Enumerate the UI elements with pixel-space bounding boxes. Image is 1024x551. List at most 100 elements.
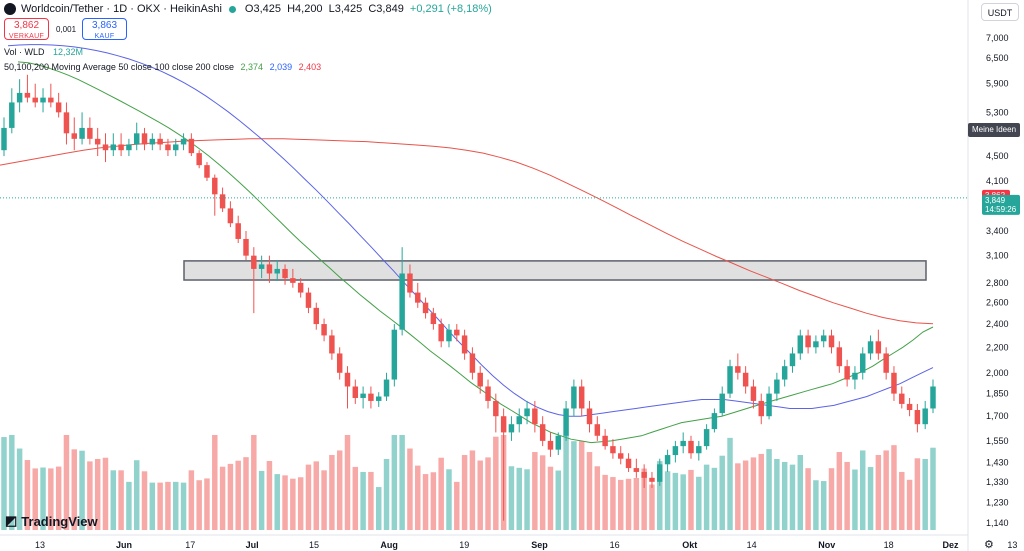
volume-bar xyxy=(126,481,132,530)
tradingview-logo[interactable]: ◩ TradingView xyxy=(5,513,98,529)
candle-body xyxy=(266,264,273,274)
candle-body xyxy=(446,329,452,342)
volume-bar xyxy=(438,457,444,530)
candle-body xyxy=(290,278,296,283)
my-ideas-button[interactable]: Meine Ideen xyxy=(968,123,1020,137)
candle-body xyxy=(344,372,351,387)
candle-body xyxy=(649,477,655,482)
x-tick-label: Aug xyxy=(380,540,398,550)
volume-bar xyxy=(922,458,928,530)
volume-bar xyxy=(828,468,835,530)
volume-bar xyxy=(532,452,538,530)
volume-bar xyxy=(696,476,702,530)
candle-body xyxy=(930,386,936,409)
candle-body xyxy=(235,223,241,239)
volume-bar xyxy=(680,474,686,530)
y-tick-label: 1,330 xyxy=(986,477,1009,487)
candle-body xyxy=(297,282,304,293)
candle-body xyxy=(867,341,874,354)
volume-bar xyxy=(165,481,171,530)
candle-body xyxy=(766,393,772,417)
candle-body xyxy=(539,424,546,441)
volume-bar xyxy=(336,450,343,530)
buy-button[interactable]: 3,863 KAUF xyxy=(82,18,127,40)
y-tick-label: 1,140 xyxy=(986,518,1009,528)
candle-body xyxy=(126,144,132,151)
sell-button[interactable]: 3,862 VERKAUF xyxy=(4,18,49,40)
volume-bar xyxy=(547,466,554,530)
volume-bar xyxy=(133,460,140,530)
volume-bar xyxy=(727,437,733,530)
candle-body xyxy=(48,97,54,103)
sell-label: VERKAUF xyxy=(8,33,45,40)
volume-bar xyxy=(71,449,77,530)
candle-body xyxy=(204,165,210,178)
volume-bar xyxy=(219,466,226,530)
candle-body xyxy=(836,347,843,367)
settings-icon[interactable]: ⚙ xyxy=(984,539,994,551)
candle-body xyxy=(672,446,679,456)
volume-bar xyxy=(415,465,421,530)
volume-indicator-legend[interactable]: Vol · WLD 12,32M xyxy=(4,47,83,57)
volume-bar xyxy=(578,441,585,530)
volume-bar xyxy=(735,463,741,530)
volume-bar xyxy=(836,452,843,530)
candle-body xyxy=(547,440,554,450)
volume-bar xyxy=(617,479,624,530)
volume-bar xyxy=(758,453,764,530)
ma-indicator-legend[interactable]: 50,100,200 Moving Average 50 close 100 c… xyxy=(4,62,321,72)
candle-body xyxy=(711,413,718,430)
candle-body xyxy=(680,440,686,447)
x-tick-label: Jul xyxy=(246,540,259,550)
y-tick-label: 2,800 xyxy=(986,278,1009,288)
candle-body xyxy=(500,416,507,433)
y-tick-label: 2,400 xyxy=(986,319,1009,329)
volume-bar xyxy=(930,447,936,530)
market-open-dot-icon xyxy=(228,5,236,13)
x-tick-label: Dez xyxy=(943,540,960,550)
volume-bar xyxy=(63,435,70,530)
volume-bar xyxy=(813,480,819,530)
volume-bar xyxy=(313,461,320,530)
volume-bar xyxy=(672,472,679,530)
volume-bar xyxy=(399,435,405,530)
candle-body xyxy=(524,408,530,417)
volume-bar xyxy=(227,463,234,530)
symbol-header[interactable]: Worldcoin/Tether · 1D · OKX · HeikinAshi… xyxy=(4,3,495,15)
candle-body xyxy=(157,138,163,145)
symbol-title[interactable]: Worldcoin/Tether · 1D · OKX · HeikinAshi xyxy=(21,3,222,15)
volume-bar xyxy=(461,455,468,530)
x-tick-label: Sep xyxy=(531,540,548,550)
candle-body xyxy=(563,408,569,436)
candle-body xyxy=(24,92,31,98)
volume-bar xyxy=(360,471,366,530)
volume-bar xyxy=(1,437,7,530)
y-tick-label: 1,700 xyxy=(986,411,1009,421)
candle-body xyxy=(274,268,280,274)
volume-bar xyxy=(906,479,913,530)
volume-bar xyxy=(563,435,569,530)
candle-body xyxy=(735,366,741,373)
volume-bar xyxy=(368,471,374,530)
candle-body xyxy=(149,138,156,145)
volume-bar xyxy=(867,467,874,530)
volume-bar xyxy=(352,466,359,530)
last-tag-bg xyxy=(982,194,1020,215)
candle-body xyxy=(352,386,359,398)
volume-bar xyxy=(274,474,280,530)
volume-bar xyxy=(797,455,804,530)
volume-indicator-value: 12,32M xyxy=(53,47,84,57)
candle-body xyxy=(87,127,93,139)
volume-bar xyxy=(391,435,398,530)
volume-bar xyxy=(883,450,889,530)
volume-bar xyxy=(789,464,796,530)
currency-selector[interactable]: USDT xyxy=(981,3,1019,21)
last-price-tag: 3,849 xyxy=(985,196,1006,205)
volume-bar xyxy=(79,450,85,530)
volume-bar xyxy=(118,470,124,530)
volume-bar xyxy=(539,455,546,530)
candle-body xyxy=(586,408,593,425)
close-value: C3,849 xyxy=(368,3,404,15)
candle-body xyxy=(321,324,327,336)
